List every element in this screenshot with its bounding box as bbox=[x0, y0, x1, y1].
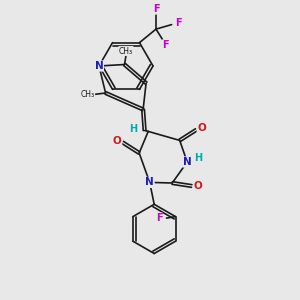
Text: F: F bbox=[162, 40, 169, 50]
Text: CH₃: CH₃ bbox=[119, 46, 133, 56]
Text: F: F bbox=[175, 18, 181, 28]
Text: F: F bbox=[153, 4, 159, 14]
Text: H: H bbox=[194, 153, 203, 164]
Text: O: O bbox=[194, 181, 203, 191]
Text: CH₃: CH₃ bbox=[80, 90, 95, 99]
Text: N: N bbox=[94, 61, 103, 71]
Text: N: N bbox=[145, 177, 154, 188]
Text: O: O bbox=[197, 123, 206, 134]
Text: F: F bbox=[156, 213, 162, 223]
Text: O: O bbox=[113, 136, 122, 146]
Text: H: H bbox=[129, 124, 137, 134]
Text: N: N bbox=[183, 157, 192, 167]
